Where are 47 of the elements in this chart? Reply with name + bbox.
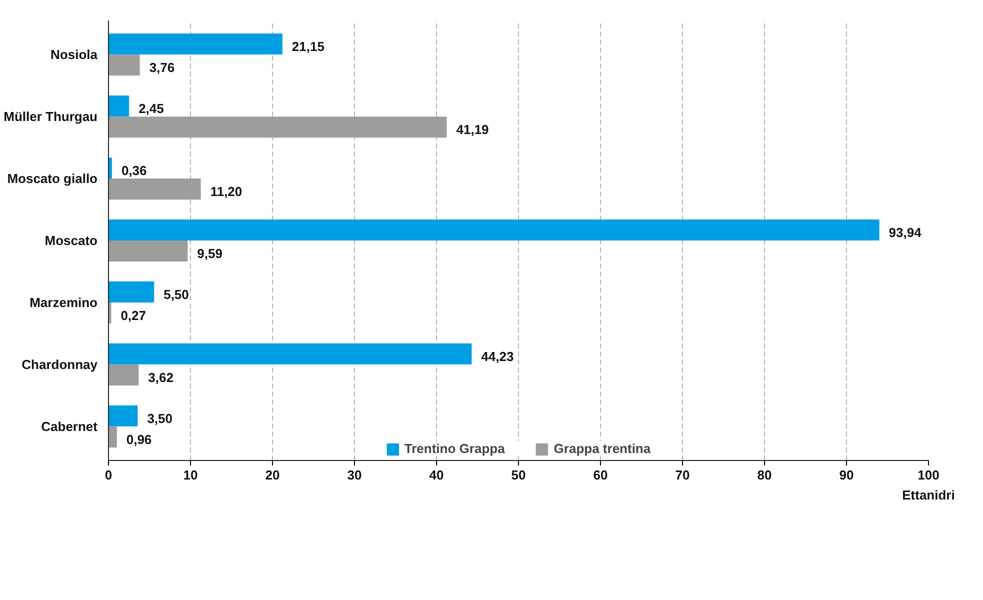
y-tick-label: Müller Thurgau	[4, 109, 98, 124]
data-label: 21,15	[292, 39, 324, 54]
x-tick-label: 50	[511, 468, 526, 482]
bar	[108, 405, 138, 426]
bar	[108, 96, 130, 117]
x-tick-label: 30	[347, 468, 362, 482]
data-label: 41,19	[456, 122, 489, 138]
x-tick-label: 80	[757, 468, 772, 482]
data-label: 0,96	[126, 432, 152, 447]
y-tick-label: Chardonnay	[22, 356, 98, 372]
x-tick-label: 70	[675, 468, 690, 482]
data-label: 5,50	[164, 286, 189, 302]
data-label: 3,50	[147, 410, 173, 426]
y-tick-label: Marzemino	[30, 294, 98, 310]
y-tick-label: Moscato giallo	[7, 171, 98, 186]
data-label: 93,94	[888, 224, 922, 240]
bar	[108, 34, 282, 55]
bar	[108, 343, 472, 364]
x-tick-label: 0	[104, 468, 112, 482]
bar	[108, 364, 139, 386]
bar	[108, 178, 201, 200]
bar	[108, 219, 880, 240]
data-label: 2,45	[138, 101, 164, 116]
bar	[108, 240, 188, 262]
y-tick-label: Moscato	[44, 233, 98, 248]
legend-label: Grappa trentina	[554, 441, 651, 456]
x-tick-label: 10	[183, 468, 198, 482]
data-label: 9,59	[197, 246, 222, 262]
x-tick-label: 20	[265, 468, 280, 482]
bar	[108, 54, 140, 76]
data-label: 3,76	[149, 60, 175, 76]
legend-label: Trentino Grappa	[404, 441, 505, 456]
bar	[108, 426, 117, 448]
x-tick-label: 40	[429, 468, 444, 482]
x-tick-label: 90	[839, 468, 854, 482]
x-axis-title: Ettanidri	[902, 488, 955, 502]
x-tick-label: 100	[918, 468, 940, 482]
bar	[108, 281, 154, 302]
data-label: 11,20	[210, 184, 242, 200]
data-label: 44,23	[481, 348, 514, 364]
x-tick-label: 60	[593, 468, 608, 482]
data-label: 0,27	[120, 308, 146, 324]
y-tick-label: Nosiola	[50, 47, 98, 62]
data-label: 3,62	[148, 370, 174, 385]
data-label: 0,36	[121, 162, 147, 178]
y-tick-label: Cabernet	[41, 418, 98, 434]
bar	[108, 116, 447, 138]
